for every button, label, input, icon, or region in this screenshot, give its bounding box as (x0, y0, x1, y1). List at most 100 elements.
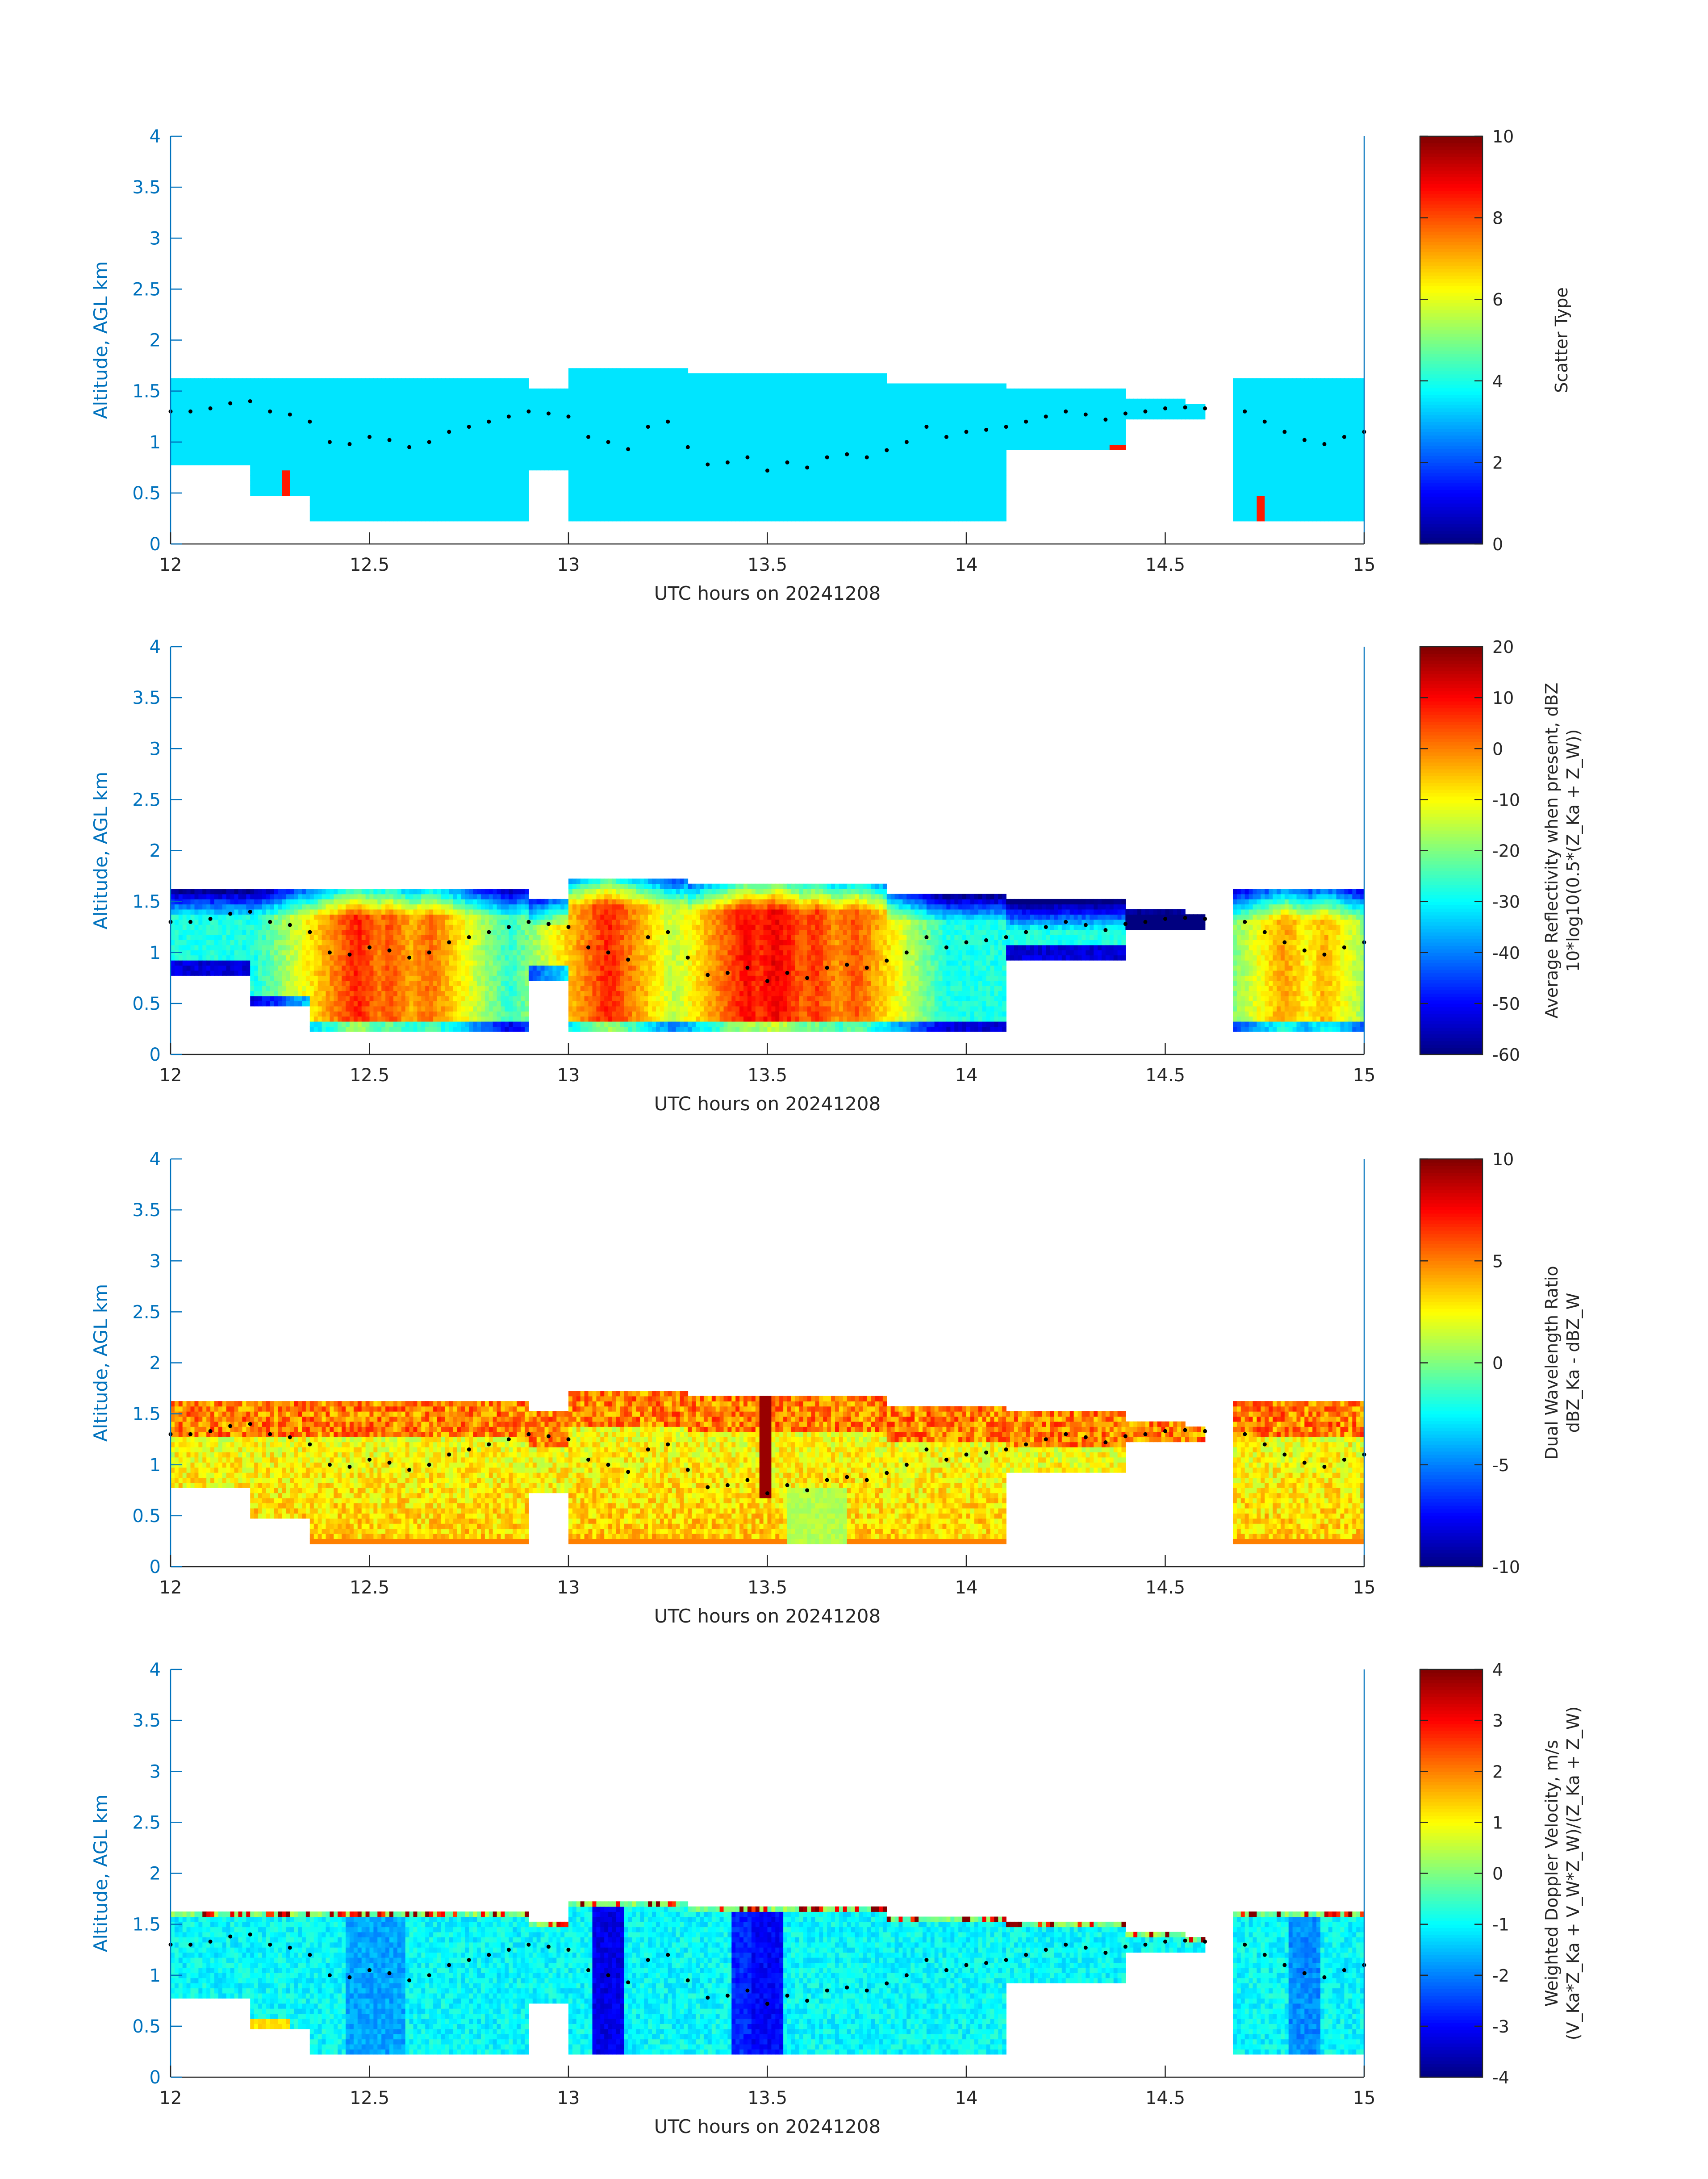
heatmap-cell (218, 419, 223, 424)
heatmap-cell (405, 429, 410, 435)
heatmap-cell (433, 393, 438, 399)
heatmap-cell (517, 490, 521, 496)
heatmap-cell (509, 480, 513, 485)
heatmap-cell (855, 511, 860, 516)
heatmap-cell (708, 475, 712, 481)
heatmap-cell (338, 409, 342, 414)
heatmap-cell (616, 373, 621, 379)
heatmap-cell (847, 414, 852, 419)
heatmap-cell (366, 501, 370, 506)
heatmap-cell (254, 384, 259, 389)
heatmap-cell (906, 393, 911, 399)
heatmap-cell (282, 393, 287, 399)
heatmap-cell (768, 404, 772, 409)
heatmap-cell (270, 460, 275, 465)
heatmap-cell (373, 511, 378, 516)
heatmap-cell (572, 368, 577, 373)
heatmap-cell (421, 480, 426, 485)
heatmap-cell (879, 409, 883, 414)
heatmap-cell (835, 485, 839, 491)
heatmap-cell (175, 399, 179, 404)
heatmap-cell (274, 414, 279, 419)
heatmap-cell (811, 393, 816, 399)
heatmap-cell (580, 399, 585, 404)
heatmap-cell (521, 490, 525, 496)
heatmap-cell (735, 424, 740, 430)
heatmap-cell (632, 429, 637, 435)
heatmap-cell (580, 409, 585, 414)
heatmap-cell (644, 496, 648, 501)
heatmap-cell (902, 455, 907, 460)
heatmap-cell (206, 445, 211, 450)
heatmap-cell (246, 455, 251, 460)
heatmap-cell (425, 450, 430, 455)
heatmap-cell (330, 384, 334, 389)
heatmap-cell (377, 378, 382, 384)
heatmap-cell (807, 435, 812, 440)
heatmap-cell (425, 445, 430, 450)
heatmap-cell (672, 439, 677, 445)
heatmap-cell (381, 419, 386, 424)
heatmap-cell (381, 378, 386, 384)
heatmap-cell (254, 419, 259, 424)
heatmap-cell (290, 460, 294, 465)
heatmap-cell (748, 404, 752, 409)
heatmap-cell (720, 506, 724, 511)
heatmap-cell (760, 435, 764, 440)
heatmap-cell (314, 460, 318, 465)
heatmap-cell (298, 470, 302, 476)
heatmap-cell (764, 393, 768, 399)
heatmap-cell (835, 480, 839, 485)
heatmap-cell (513, 399, 517, 404)
heatmap-cell (764, 419, 768, 424)
heatmap-cell (787, 429, 792, 435)
heatmap-cell (811, 435, 816, 440)
heatmap-cell (883, 485, 887, 491)
heatmap-cell (915, 404, 919, 409)
heatmap-cell (708, 389, 712, 394)
heatmap-cell (397, 384, 402, 389)
heatmap-cell (214, 419, 219, 424)
heatmap-cell (338, 393, 342, 399)
heatmap-cell (477, 424, 481, 430)
heatmap-cell (871, 445, 875, 450)
heatmap-cell (692, 475, 696, 481)
heatmap-cell (425, 475, 430, 481)
heatmap-cell (373, 485, 378, 491)
heatmap-cell (863, 409, 867, 414)
heatmap-cell (644, 445, 648, 450)
heatmap-cell (680, 373, 685, 379)
heatmap-cell (537, 465, 541, 470)
heatmap-cell (278, 490, 283, 496)
heatmap-cell (640, 378, 644, 384)
heatmap-cell (704, 455, 708, 460)
heatmap-cell (731, 450, 736, 455)
heatmap-cell (811, 399, 816, 404)
heatmap-cell (871, 455, 875, 460)
heatmap-cell (612, 378, 617, 384)
heatmap-cell (461, 501, 465, 506)
heatmap-cell (628, 414, 633, 419)
heatmap-cell (179, 384, 183, 389)
heatmap-cell (831, 439, 835, 445)
heatmap-cell (346, 409, 350, 414)
heatmap-cell (501, 465, 505, 470)
heatmap-cell (585, 455, 589, 460)
heatmap-cell (720, 490, 724, 496)
heatmap-cell (537, 450, 541, 455)
heatmap-cell (413, 393, 418, 399)
heatmap-cell (831, 475, 835, 481)
heatmap-cell (354, 393, 358, 399)
heatmap-cell (405, 501, 410, 506)
heatmap-cell (815, 511, 819, 516)
heatmap-cell (230, 450, 235, 455)
heatmap-cell (290, 480, 294, 485)
heatmap-cell (600, 465, 605, 470)
heatmap-cell (799, 496, 804, 501)
heatmap-cell (879, 506, 883, 511)
heatmap-cell (807, 490, 812, 496)
heatmap-cell (616, 455, 621, 460)
heatmap-cell (580, 496, 585, 501)
heatmap-cell (727, 373, 732, 379)
